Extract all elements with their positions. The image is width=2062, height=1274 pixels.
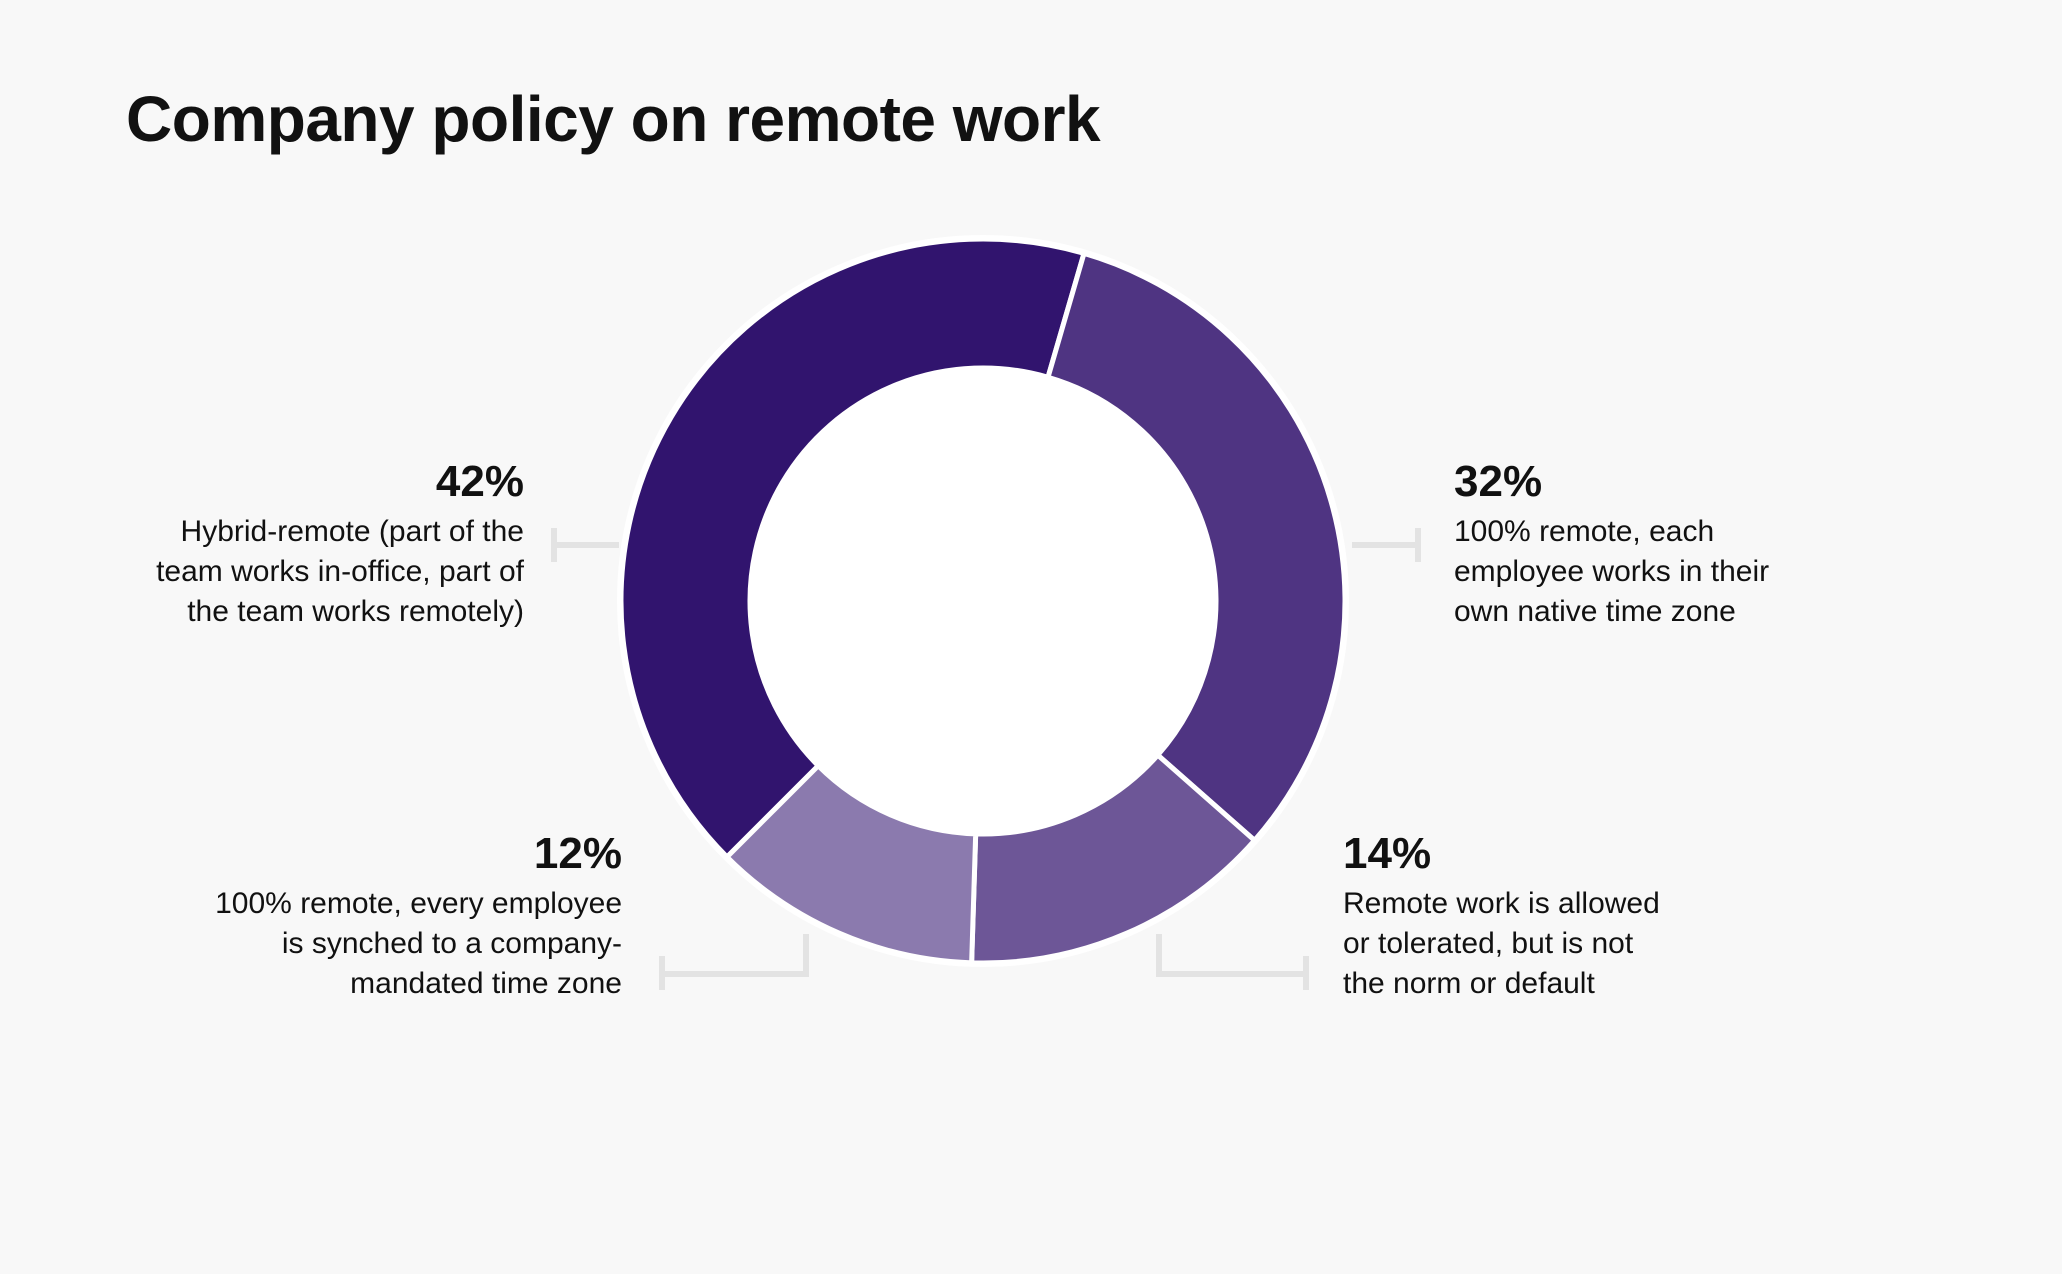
connector-14 xyxy=(1156,934,1309,990)
slice-description: 100% remote, every employee is synched t… xyxy=(215,887,622,1001)
slice-label-hybrid-remote: 42% Hybrid-remote (part of the team work… xyxy=(100,457,524,632)
donut-outer-ring xyxy=(617,235,1349,967)
connector-12 xyxy=(659,934,809,990)
slice-percent: 42% xyxy=(435,457,524,506)
slice-description: Remote work is allowed or tolerated, but… xyxy=(1343,887,1660,1001)
label-connectors xyxy=(551,528,1421,990)
slice-label-company-time-zone: 12% 100% remote, every employee is synch… xyxy=(160,829,622,1004)
donut-hole xyxy=(752,370,1214,832)
connector-42 xyxy=(551,528,619,562)
slice-percent: 32% xyxy=(1454,457,1543,506)
slice-native-time-zone xyxy=(1044,250,1348,844)
slice-hybrid-remote xyxy=(618,236,1088,861)
chart-title: Company policy on remote work xyxy=(126,83,1101,155)
slice-description: Hybrid-remote (part of the team works in… xyxy=(156,515,524,629)
connector-32 xyxy=(1352,528,1421,562)
slice-percent: 14% xyxy=(1343,829,1432,878)
slice-percent: 12% xyxy=(533,829,622,878)
slice-label-native-time-zone: 32% 100% remote, each employee works in … xyxy=(1454,457,1874,632)
donut-slices xyxy=(617,235,1349,967)
slice-description: 100% remote, each employee works in thei… xyxy=(1454,515,1770,629)
slice-label-allowed-tolerated: 14% Remote work is allowed or tolerated,… xyxy=(1343,829,1763,1004)
